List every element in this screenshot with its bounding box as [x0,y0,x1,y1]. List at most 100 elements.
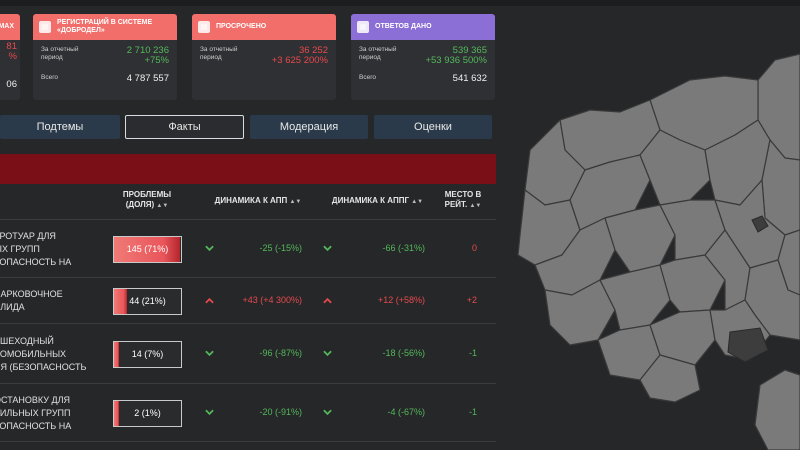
row-topic-line: ЛОМОБИЛЬНЫХ [0,348,67,359]
arrow-down-icon [205,245,214,252]
total-label: Всего [41,74,59,81]
region-map[interactable] [500,40,800,450]
arrow-down-icon [205,409,214,416]
map-region[interactable] [659,254,726,313]
arrow-down-icon [323,350,332,357]
dynamics-app-value: +43 (+4 300%) [242,295,302,305]
period-label: За отчетный период [200,46,238,61]
problems-bar-fill [114,341,119,367]
problems-bar: 44 (21%) [113,287,182,315]
stat-card-max-value: 81 [6,41,17,52]
answers-icon [357,21,369,33]
period-label: За отчетный период [41,46,79,61]
stat-card-max-total: 06 [6,79,17,90]
tab-ratings-label: Оценки [414,121,452,133]
row-topic-line: ТРОТУАР ДЛЯ [0,230,56,241]
dynamics-appg-value: +12 (+58%) [377,295,425,305]
stat-card-overdue[interactable]: ПРОСРОЧЕНО За отчетный период 36 252 +3 … [192,14,336,100]
table-row[interactable]: ЕШЕХОДНЫЙ ЛОМОБИЛЬНЫХ ИЯ (БЕЗОПАСНОСТЬ 14 (… [0,324,496,384]
period-change: +75% [144,55,169,66]
facts-table: ПРОБЛЕМЫ (ДОЛЯ) ▲▼ ДИНАМИКА К АПП ▲▼ ДИН… [0,184,496,442]
row-topic: ЕШЕХОДНЫЙ ЛОМОБИЛЬНЫХ ИЯ (БЕЗОПАСНОСТЬ [0,335,94,374]
tab-subtopics-label: Подтемы [36,121,84,133]
rating-place-value: -1 [468,348,477,358]
row-topic-line: ЗОПАСНОСТЬ НА [0,256,72,267]
sort-icon: ▲▼ [411,199,424,205]
row-topic-line: БИЛЬНЫХ ГРУПП [0,407,71,418]
period-value: 539 365 [452,45,487,56]
map-region[interactable] [754,369,800,450]
stat-card-max-header: МАХ [0,14,20,40]
stat-card-answers[interactable]: ОТВЕТОВ ДАНО За отчетный период 539 365 … [351,14,495,100]
tab-facts-label: Факты [168,121,201,133]
period-label: За отчетный период [359,46,397,61]
header-problems[interactable]: ПРОБЛЕМЫ (ДОЛЯ) ▲▼ [122,190,172,209]
row-topic-line: ЕШЕХОДНЫЙ [0,335,54,346]
rating-place-value: 0 [471,243,477,253]
overdue-icon [198,21,210,33]
period-change: +3 625 200% [271,55,328,66]
section-banner [0,154,496,184]
dynamics-app-value: -20 (-91%) [259,407,302,417]
registration-icon [39,21,51,33]
top-strip [0,0,800,6]
stat-card-answers-title: ОТВЕТОВ ДАНО [375,23,432,30]
sort-icon: ▲▼ [289,199,302,205]
table-header: ПРОБЛЕМЫ (ДОЛЯ) ▲▼ ДИНАМИКА К АПП ▲▼ ДИН… [0,184,496,220]
tab-subtopics[interactable]: Подтемы [0,115,120,139]
period-value: 2 710 236 [126,45,169,56]
map-region[interactable] [544,279,616,346]
arrow-down-icon [323,245,332,252]
problems-value: 44 (21%) [129,296,166,306]
stat-card-max[interactable]: МАХ 81 % 06 [0,14,20,100]
stat-card-max-change: % [8,51,17,62]
problems-bar-fill [114,400,119,426]
tab-ratings[interactable]: Оценки [374,115,492,139]
map-region[interactable] [639,354,701,403]
dynamics-appg-value: -66 (-31%) [382,243,425,253]
map-region[interactable] [604,204,676,273]
arrow-down-icon [205,350,214,357]
total-label: Всего [359,74,377,81]
table-row[interactable]: ПАРКОВОЧНОЕ АЛИДА 44 (21%) +43 (+4 300%) +12… [0,278,496,324]
stat-card-max-title: МАХ [0,23,14,30]
row-topic-line: ОСТАНОВКУ ДЛЯ [0,394,70,405]
problems-bar: 14 (7%) [113,340,182,368]
dynamics-app-value: -96 (-87%) [259,348,302,358]
rating-place-value: +2 [466,295,477,305]
stat-card-registrations-title: РЕГИСТРАЦИЙ В СИСТЕМЕ «ДОБРОДЕЛ» [57,19,153,34]
tab-moderation[interactable]: Модерация [250,115,368,139]
arrow-down-icon [323,409,332,416]
dynamics-app-value: -25 (-15%) [259,243,302,253]
arrow-up-icon [205,297,214,304]
period-value: 36 252 [298,45,328,56]
row-topic-line: АЛИДА [0,302,25,312]
map-region[interactable] [599,264,671,331]
header-dynamics-app[interactable]: ДИНАМИКА К АПП ▲▼ [214,196,302,205]
stat-card-registrations[interactable]: РЕГИСТРАЦИЙ В СИСТЕМЕ «ДОБРОДЕЛ» За отче… [33,14,177,100]
rating-place-value: -1 [468,407,477,417]
row-topic: ПАРКОВОЧНОЕ АЛИДА [0,288,94,314]
table-row[interactable]: ОСТАНОВКУ ДЛЯ БИЛЬНЫХ ГРУПП ЗОПАСНОСТЬ НА 2… [0,384,496,442]
tab-facts[interactable]: Факты [125,115,244,139]
row-topic-line: ПАРКОВОЧНОЕ [0,289,63,299]
table-row[interactable]: ТРОТУАР ДЛЯ ЫХ ГРУПП ЗОПАСНОСТЬ НА 145 (71%… [0,220,496,278]
row-topic: ТРОТУАР ДЛЯ ЫХ ГРУПП ЗОПАСНОСТЬ НА [0,230,94,269]
problems-bar: 2 (1%) [113,399,182,427]
problems-bar: 145 (71%) [113,235,182,263]
stat-card-registrations-header: РЕГИСТРАЦИЙ В СИСТЕМЕ «ДОБРОДЕЛ» [33,14,177,40]
map-region-dark[interactable] [727,327,769,363]
row-topic-line: ЗОПАСНОСТЬ НА [0,420,72,431]
header-dynamics-appg[interactable]: ДИНАМИКА К АППГ ▲▼ [331,196,424,205]
stat-card-overdue-header: ПРОСРОЧЕНО [192,14,336,40]
dynamics-appg-value: -4 (-67%) [387,407,425,417]
header-place[interactable]: МЕСТО В РЕЙТ. ▲▼ [444,190,482,209]
sort-icon: ▲▼ [469,203,482,209]
row-topic-line: ИЯ (БЕЗОПАСНОСТЬ [0,361,87,372]
arrow-up-icon [323,297,332,304]
map-region-highlight[interactable] [751,215,769,233]
period-change: +53 936 500% [425,55,487,66]
problems-value: 145 (71%) [126,244,169,254]
problems-bar-fill [114,288,128,314]
total-value: 541 632 [452,73,487,84]
